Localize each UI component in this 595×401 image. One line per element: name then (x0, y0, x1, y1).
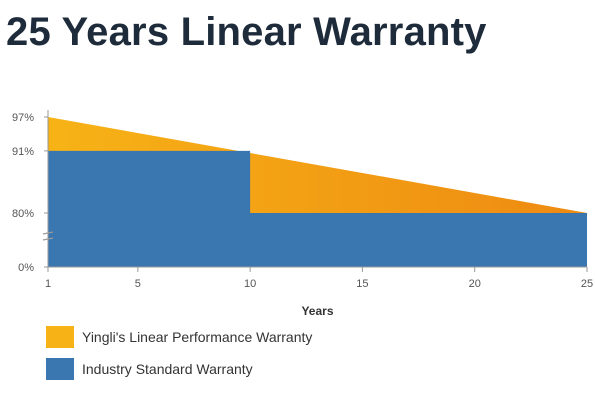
x-tick-label: 15 (356, 278, 368, 290)
legend-swatch-industry (46, 358, 74, 380)
x-tick-label: 5 (135, 278, 141, 290)
x-tick-label: 25 (581, 278, 593, 290)
x-tick-label: 20 (469, 278, 481, 290)
x-tick-label: 10 (244, 278, 256, 290)
y-tick-label: 97% (12, 112, 34, 124)
x-tick-label: 1 (45, 278, 51, 290)
x-axis-title: Years (301, 304, 333, 318)
y-axis-break-mark (42, 231, 54, 235)
chart-title: 25 Years Linear Warranty (6, 10, 487, 54)
legend: Yingli's Linear Performance Warranty Ind… (46, 326, 312, 390)
y-axis-break-mark (42, 237, 54, 241)
series-area-industry (48, 150, 587, 267)
y-tick-label: 80% (12, 208, 34, 220)
legend-label-yingli: Yingli's Linear Performance Warranty (82, 329, 313, 345)
legend-item-industry: Industry Standard Warranty (46, 358, 312, 380)
legend-label-industry: Industry Standard Warranty (82, 361, 253, 377)
legend-item-yingli: Yingli's Linear Performance Warranty (46, 326, 312, 348)
y-tick-label: 0% (18, 262, 34, 274)
legend-swatch-yingli (46, 326, 74, 348)
y-tick-label: 91% (12, 146, 34, 158)
